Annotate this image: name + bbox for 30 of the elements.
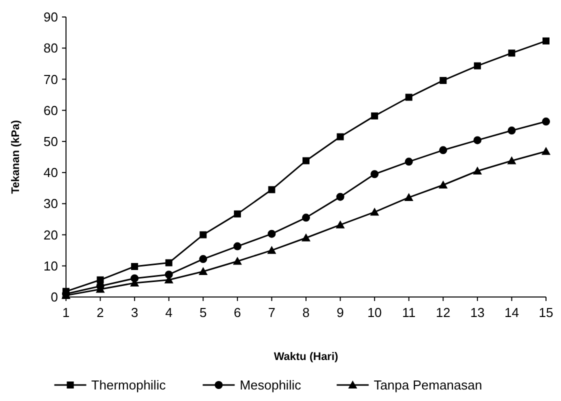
x-tick-label: 2 bbox=[96, 305, 104, 320]
y-tick-label: 30 bbox=[44, 196, 58, 212]
x-tick-label: 10 bbox=[367, 305, 382, 320]
x-tick-label: 3 bbox=[130, 305, 138, 320]
y-tick-label: 50 bbox=[44, 134, 58, 149]
legend-label: Mesophilic bbox=[240, 378, 302, 393]
legend-label: Tanpa Pemanasan bbox=[374, 378, 482, 393]
y-tick-label: 80 bbox=[44, 40, 58, 56]
y-tick-label: 60 bbox=[44, 102, 58, 118]
y-tick-label: 40 bbox=[44, 165, 58, 180]
x-tick-label: 13 bbox=[470, 305, 485, 320]
y-tick-label: 70 bbox=[44, 72, 58, 87]
y-tick-label: 10 bbox=[44, 258, 58, 274]
x-tick-label: 14 bbox=[504, 305, 519, 320]
x-tick-label: 6 bbox=[234, 305, 242, 320]
x-axis-title: Waktu (Hari) bbox=[274, 351, 339, 363]
x-tick-label: 7 bbox=[268, 305, 276, 320]
y-tick-label: 90 bbox=[44, 10, 58, 25]
x-tick-label: 11 bbox=[402, 305, 416, 320]
y-tick-label: 0 bbox=[50, 290, 58, 305]
x-tick-label: 4 bbox=[165, 305, 172, 320]
x-tick-label: 9 bbox=[336, 305, 344, 320]
y-tick-label: 20 bbox=[44, 227, 58, 242]
x-tick-label: 1 bbox=[62, 305, 70, 320]
x-tick-label: 8 bbox=[302, 305, 310, 320]
legend-label: Thermophilic bbox=[91, 378, 166, 393]
x-tick-label: 12 bbox=[436, 305, 450, 320]
y-axis-title: Tekanan (kPa) bbox=[10, 120, 22, 194]
x-tick-label: 5 bbox=[200, 305, 207, 320]
x-tick-label: 15 bbox=[538, 305, 554, 320]
